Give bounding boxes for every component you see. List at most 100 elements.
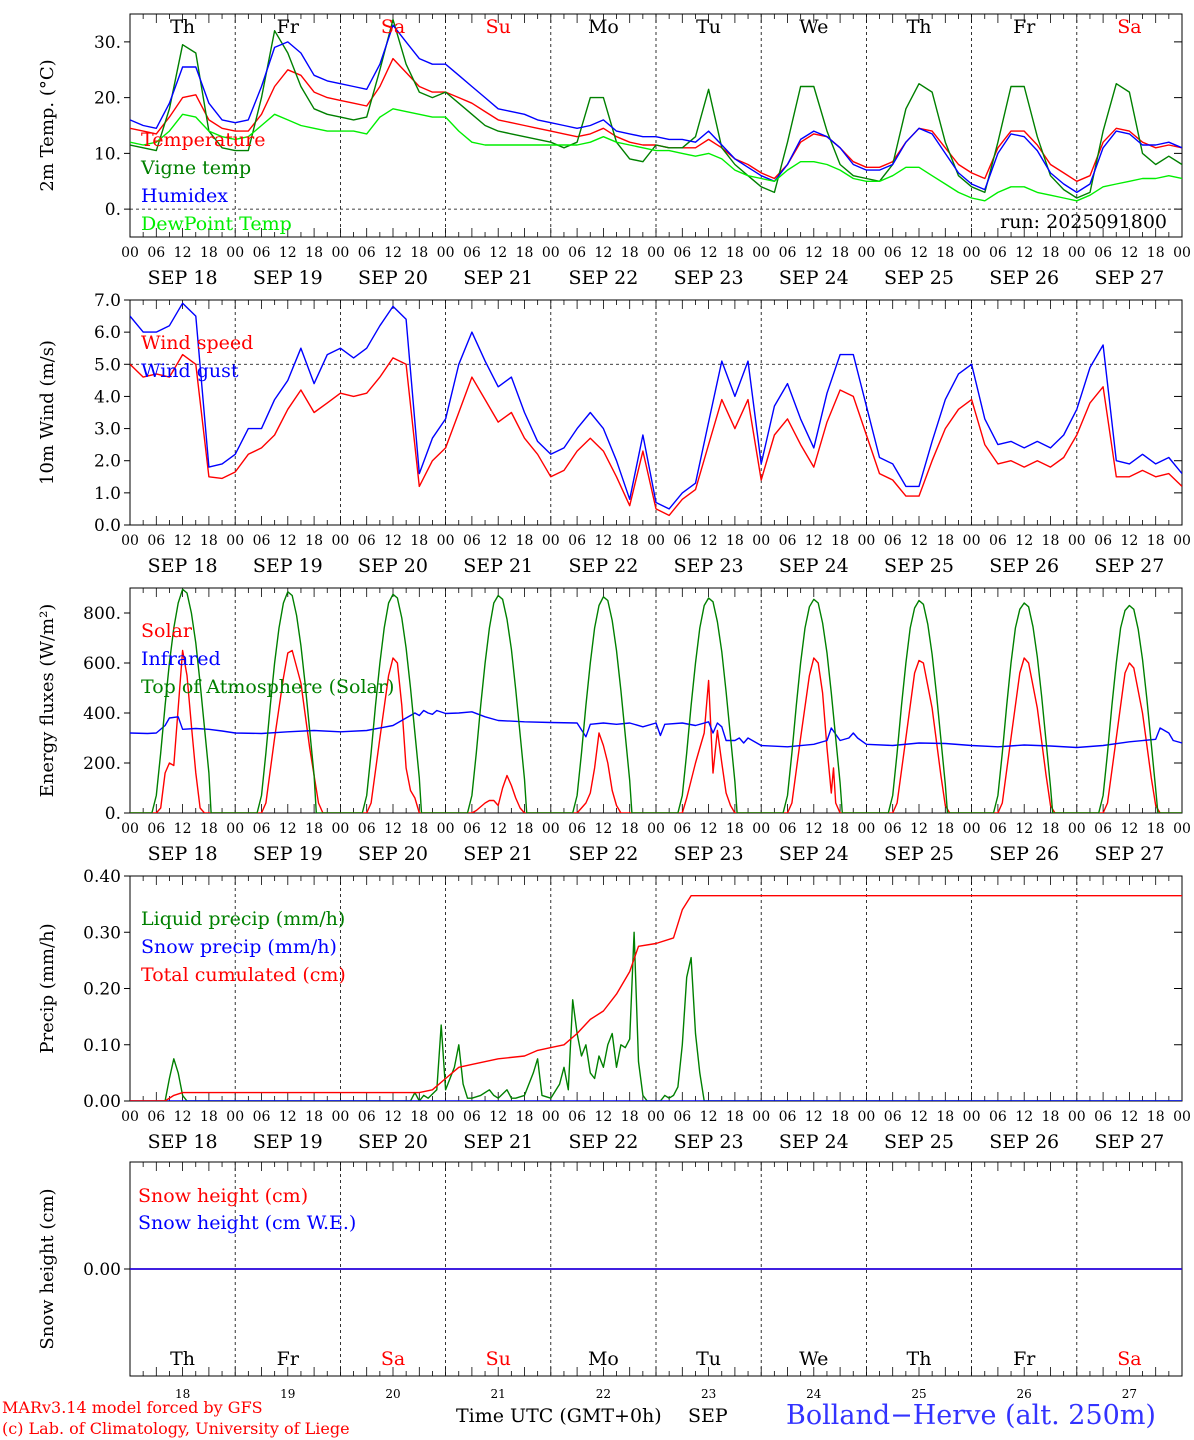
hour-label: 06 (463, 533, 481, 549)
y-axis-label: 2m Temp. (°C) (37, 59, 58, 191)
hour-label: 18 (831, 821, 849, 837)
y-tick-label: 0.0 (94, 516, 121, 536)
day-abbr: Su (486, 1348, 511, 1370)
legend-entry: Liquid precip (mm/h) (141, 908, 345, 930)
hour-label: 18 (1147, 245, 1165, 261)
hour-label: 00 (752, 245, 770, 261)
hour-label: 12 (384, 1109, 402, 1125)
hour-label: 06 (568, 245, 586, 261)
date-label: SEP 27 (1094, 555, 1164, 577)
series-infrared (130, 709, 1182, 749)
hour-label: 12 (594, 1109, 612, 1125)
hour-label: 12 (805, 533, 823, 549)
hour-label: 06 (147, 1109, 165, 1125)
legend-entry: Wind gust (141, 360, 239, 382)
hour-label: 18 (1042, 533, 1060, 549)
hour-label: 06 (568, 821, 586, 837)
legend-entry: Temperature (141, 129, 265, 151)
hour-label: 12 (594, 245, 612, 261)
day-number: 26 (1017, 1387, 1032, 1401)
series-solar (130, 649, 1182, 813)
legend-entry: Vigne temp (140, 157, 251, 179)
series-group (130, 302, 1182, 517)
model-credit: MARv3.14 model forced by GFS (2, 1398, 263, 1417)
hour-label: 00 (1068, 533, 1086, 549)
hour-label: 18 (936, 1109, 954, 1125)
hour-label: 00 (963, 245, 981, 261)
hour-label: 06 (568, 1109, 586, 1125)
series-wind-speed (130, 353, 1182, 517)
hour-label: 00 (226, 245, 244, 261)
hour-label: 00 (437, 1109, 455, 1125)
hour-label: 06 (1094, 245, 1112, 261)
date-label: SEP 22 (568, 555, 638, 577)
hour-label: 18 (516, 533, 534, 549)
hour-label: 12 (489, 1109, 507, 1125)
hour-label: 12 (1120, 821, 1138, 837)
hour-label: 12 (910, 1109, 928, 1125)
hour-label: 12 (489, 533, 507, 549)
panel-1: 0. 10. 20. 30. 2m Temp. (°C) Temperature Vigne… (37, 13, 1191, 289)
lab-credit: (c) Lab. of Climatology, University of L… (2, 1419, 350, 1438)
day-abbr: Th (170, 16, 195, 38)
date-label: SEP 19 (253, 555, 323, 577)
legend-entry: Infrared (141, 648, 221, 670)
hour-label: 06 (147, 533, 165, 549)
hour-label: 00 (752, 1109, 770, 1125)
hour-label: 18 (200, 821, 218, 837)
hour-label: 00 (121, 533, 139, 549)
day-abbr: Tu (696, 16, 721, 38)
hour-label: 00 (1173, 245, 1191, 261)
hour-label: 00 (1173, 533, 1191, 549)
hour-label: 00 (121, 245, 139, 261)
hour-label: 06 (673, 821, 691, 837)
y-tick-label: 5.0 (94, 355, 121, 375)
hour-label: 00 (1068, 1109, 1086, 1125)
day-abbr: Mo (588, 1348, 619, 1370)
month-label: SEP (688, 1405, 728, 1427)
hour-label: 12 (1015, 1109, 1033, 1125)
hour-label: 18 (936, 821, 954, 837)
hour-label: 06 (673, 245, 691, 261)
series-group (130, 18, 1182, 202)
hour-label: 12 (384, 245, 402, 261)
date-label: SEP 23 (674, 843, 744, 865)
date-label: SEP 24 (779, 555, 849, 577)
hour-label: 00 (542, 533, 560, 549)
date-label: SEP 26 (989, 843, 1059, 865)
hour-label: 18 (621, 1109, 639, 1125)
hour-label: 12 (174, 1109, 192, 1125)
hour-label: 06 (568, 533, 586, 549)
date-label: SEP 20 (358, 1131, 428, 1153)
y-axis-label: 10m Wind (m/s) (37, 340, 58, 485)
y-tick-label: 0.20 (83, 980, 121, 1000)
hour-label: 12 (700, 245, 718, 261)
date-label: SEP 27 (1094, 843, 1164, 865)
date-label: SEP 22 (568, 843, 638, 865)
hour-label: 18 (516, 1109, 534, 1125)
hour-label: 00 (331, 245, 349, 261)
date-label: SEP 25 (884, 555, 954, 577)
hour-label: 18 (726, 821, 744, 837)
hour-label: 06 (253, 1109, 271, 1125)
day-abbr: Sa (381, 1348, 405, 1370)
hour-label: 00 (226, 1109, 244, 1125)
date-label: SEP 26 (989, 267, 1059, 289)
hour-label: 00 (647, 533, 665, 549)
hour-label: 18 (516, 821, 534, 837)
hour-label: 00 (1173, 821, 1191, 837)
date-label: SEP 21 (463, 267, 533, 289)
plot-frame (129, 299, 1183, 526)
hour-label: 18 (305, 245, 323, 261)
hour-label: 18 (200, 533, 218, 549)
y-axis-label: Snow height (cm) (37, 1188, 58, 1349)
hour-label: 06 (358, 533, 376, 549)
station-title: Bolland−Herve (alt. 250m) (786, 1400, 1156, 1431)
date-label: SEP 22 (568, 267, 638, 289)
hour-label: 18 (410, 245, 428, 261)
date-label: SEP 27 (1094, 267, 1164, 289)
hour-label: 06 (1094, 1109, 1112, 1125)
hour-label: 12 (279, 245, 297, 261)
hour-label: 18 (936, 245, 954, 261)
day-number: 27 (1122, 1387, 1137, 1401)
